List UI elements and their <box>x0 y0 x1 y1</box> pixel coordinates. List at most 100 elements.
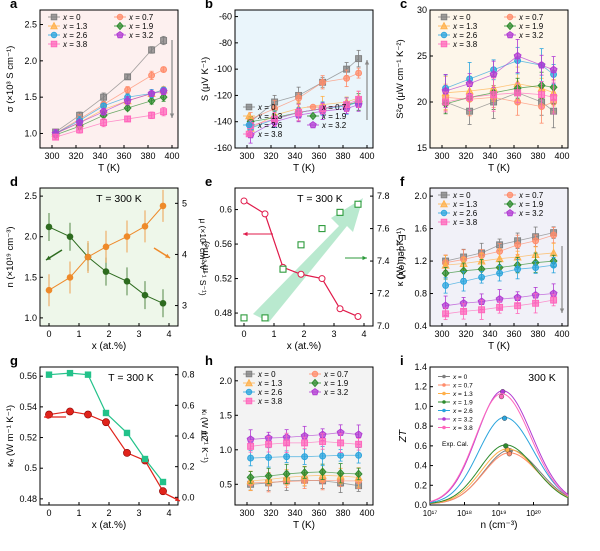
legend-val: = 2.6 <box>67 31 88 40</box>
legend-var: x <box>257 112 263 121</box>
y-axis-label: ZT <box>398 429 409 443</box>
data-point <box>478 273 486 281</box>
legend-val: = 3.2 <box>523 209 544 218</box>
y-axis-label: κₑ (W m⁻¹ K⁻¹) <box>5 405 16 467</box>
legend-label: x = 2.6 <box>452 31 478 40</box>
data-point <box>355 451 363 459</box>
legend-val: = 0.7 <box>523 13 544 22</box>
legend-val: = 0 <box>262 370 276 379</box>
y-right-tick-label: 0.6 <box>182 400 195 410</box>
y-tick-label: 2.0 <box>414 191 427 201</box>
y-tick-label: -100 <box>214 64 232 74</box>
legend-label: x = 1.3 <box>257 379 283 388</box>
x-axis-label: T (K) <box>293 163 315 174</box>
data-point <box>354 313 362 321</box>
panel-a: 300 320 340 360 380 400 1.0 1.5 2.0 2.5 T (K) σ (×1… <box>5 0 180 174</box>
legend-marker <box>311 370 319 378</box>
legend-val: = 1.9 <box>456 400 473 407</box>
data-point <box>160 37 168 44</box>
y-tick-label: 0.54 <box>19 402 37 412</box>
data-point <box>123 448 131 457</box>
plot-frame <box>39 9 179 149</box>
legend-val: = 3.2 <box>456 417 473 424</box>
data-point <box>354 430 363 438</box>
data-point <box>442 310 450 318</box>
legend-var: x <box>518 200 524 209</box>
panel-letter: h <box>205 353 213 368</box>
x-tick-label: 320 <box>458 151 473 161</box>
data-point <box>336 468 345 478</box>
y-axis-label: m* (mₑ) <box>200 241 211 273</box>
panel-f: 300 320 340 360 380 400 0.4 0.8 1.2 1.6 2.0 T (K) κ … <box>395 174 570 352</box>
y-tick-label: 1.5 <box>24 272 37 282</box>
legend-marker <box>506 31 514 39</box>
data-point <box>442 98 450 106</box>
y-tick-label: 1.2 <box>414 256 427 266</box>
legend-marker <box>245 121 253 129</box>
y-tick-label: 1.5 <box>219 410 232 420</box>
legend-label: x = 3.2 <box>323 388 349 397</box>
model-curve <box>429 390 569 503</box>
legend-val: = 3.8 <box>262 397 283 406</box>
y-right-tick-label: 0.0 <box>182 492 195 502</box>
legend-label: x = 2.6 <box>452 408 473 415</box>
legend-label: x = 1.9 <box>518 22 544 31</box>
y-tick-label: 1.0 <box>24 313 37 323</box>
legend-var: x <box>323 370 329 379</box>
legend-val: = 3.8 <box>457 218 478 227</box>
legend-caption: Exp. Cal. <box>442 441 469 448</box>
y-axis-label: n (×10¹⁹ cm⁻³) <box>5 226 16 287</box>
legend-var: x <box>452 13 458 22</box>
panel-title: T = 300 K <box>297 193 343 205</box>
panel-letter: i <box>400 353 404 368</box>
legend-var: x <box>257 121 263 130</box>
legend-var: x <box>452 191 458 200</box>
data-point <box>45 286 53 294</box>
legend-label: x = 3.8 <box>452 40 478 49</box>
data-point <box>282 469 291 479</box>
legend-label: x = 0.7 <box>321 103 347 112</box>
data-point <box>337 439 345 447</box>
legend-val: = 1.3 <box>262 112 283 121</box>
data-point <box>160 66 168 74</box>
x-tick-label: 400 <box>554 151 569 161</box>
data-point <box>141 455 149 463</box>
data-point <box>319 438 327 445</box>
legend-label: x = 0.7 <box>518 13 544 22</box>
data-point <box>261 314 269 322</box>
x-tick-label: 340 <box>482 151 497 161</box>
data-point <box>159 202 167 210</box>
panel-c: 300 320 340 360 380 400 15 20 25 30 T (K) S²σ (μW c… <box>395 0 570 174</box>
legend-val: = 1.3 <box>67 22 88 31</box>
legend-val: = 1.9 <box>133 22 154 31</box>
data-point <box>460 307 468 315</box>
x-tick-label: 3 <box>136 329 141 339</box>
data-point <box>537 61 546 69</box>
legend-var: x <box>452 400 457 407</box>
model-curve <box>429 444 569 504</box>
x-tick-label: 320 <box>458 329 473 339</box>
legend-var: x <box>128 31 134 40</box>
data-point <box>100 119 108 127</box>
legend-var: x <box>323 379 329 388</box>
y-tick-label: 0.8 <box>414 421 427 431</box>
y-tick-label: 1.0 <box>414 401 427 411</box>
legend-label: x = 3.2 <box>128 31 154 40</box>
plot-frame <box>429 9 569 149</box>
legend-marker <box>311 378 319 388</box>
trend-arrow-head <box>169 113 175 118</box>
axis-arrow-left-head <box>243 231 248 237</box>
y-tick-label: 0.52 <box>214 274 232 284</box>
x-tick-label: 380 <box>530 151 545 161</box>
data-point <box>75 118 84 126</box>
data-point <box>124 86 132 94</box>
y-tick-label: 0.8 <box>414 289 427 299</box>
y-tick-label: 1.0 <box>219 445 232 455</box>
legend-marker <box>245 370 253 378</box>
data-point <box>354 469 363 479</box>
y-tick-label: 2.5 <box>24 191 37 201</box>
legend-val: = 1.3 <box>456 391 473 398</box>
legend-label: x = 1.9 <box>452 400 473 407</box>
x-tick-label: 380 <box>335 508 350 518</box>
